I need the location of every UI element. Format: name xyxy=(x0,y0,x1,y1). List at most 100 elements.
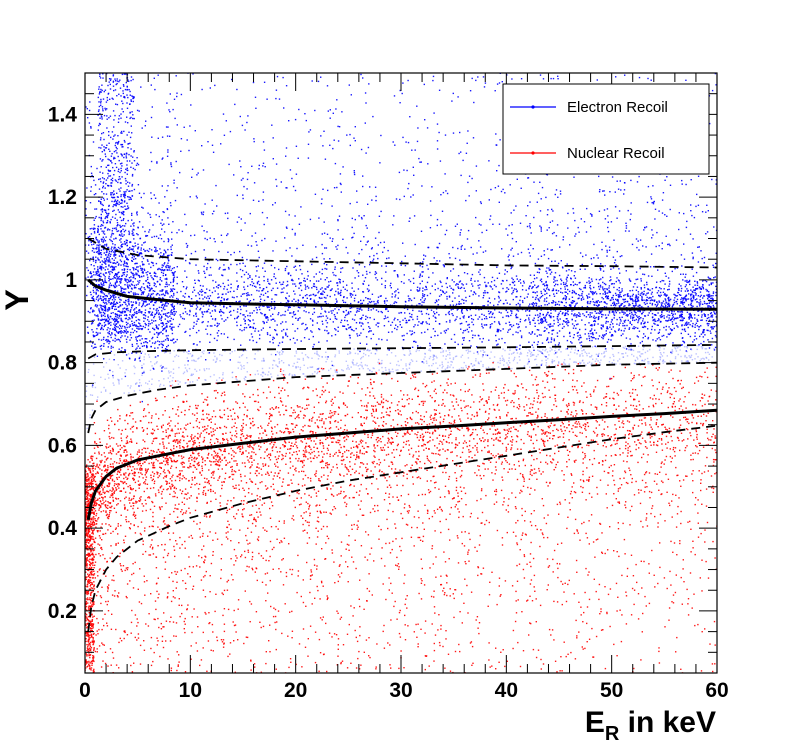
er-point xyxy=(98,273,100,275)
er-point xyxy=(618,328,620,330)
er-point xyxy=(479,273,481,276)
er-point xyxy=(116,141,118,144)
er-point xyxy=(496,329,499,332)
er-point xyxy=(442,291,444,294)
er-point xyxy=(574,306,576,308)
er-point xyxy=(275,354,277,356)
er-point xyxy=(575,316,578,318)
er-point xyxy=(602,298,605,300)
er-point xyxy=(100,249,102,251)
er-point xyxy=(632,317,634,320)
er-point xyxy=(137,226,139,228)
er-point xyxy=(700,319,702,321)
er-point xyxy=(258,256,260,259)
er-point xyxy=(476,346,478,348)
er-point xyxy=(485,316,487,318)
er-point xyxy=(247,273,250,275)
er-point xyxy=(539,312,541,315)
er-point xyxy=(93,310,95,312)
er-point xyxy=(283,287,285,289)
er-point xyxy=(703,329,705,331)
er-point xyxy=(660,304,663,306)
er-point xyxy=(608,287,610,289)
er-point xyxy=(104,209,107,212)
er-point xyxy=(619,322,621,324)
er-point xyxy=(378,322,380,324)
er-point xyxy=(108,265,110,267)
er-point xyxy=(299,294,301,296)
er-point xyxy=(342,280,344,283)
er-point xyxy=(134,329,136,332)
er-point xyxy=(158,267,160,270)
er-point xyxy=(142,302,145,305)
er-point xyxy=(143,341,145,344)
er-point xyxy=(537,319,539,322)
er-point xyxy=(481,341,483,343)
er-point xyxy=(293,311,295,313)
er-point xyxy=(384,315,386,317)
er-point xyxy=(406,332,408,335)
er-point xyxy=(172,338,175,340)
er-point xyxy=(388,349,390,351)
er-point xyxy=(573,300,576,303)
er-point xyxy=(108,307,111,309)
er-point xyxy=(488,339,490,341)
er-point xyxy=(651,275,653,277)
er-point xyxy=(325,288,327,290)
er-point xyxy=(572,300,575,302)
er-point xyxy=(489,327,491,329)
er-point xyxy=(127,307,129,310)
er-point xyxy=(342,286,345,288)
er-point xyxy=(243,185,245,188)
er-point xyxy=(236,288,238,290)
er-point xyxy=(141,328,144,330)
er-point xyxy=(136,274,138,276)
er-point xyxy=(161,367,163,369)
er-point xyxy=(618,287,620,289)
er-point xyxy=(546,248,549,250)
er-point xyxy=(259,300,261,303)
er-point xyxy=(170,246,172,248)
er-point xyxy=(605,306,608,308)
er-point xyxy=(153,284,155,287)
er-point xyxy=(169,320,172,322)
er-point xyxy=(274,267,276,269)
er-point xyxy=(110,284,113,287)
er-point xyxy=(515,241,517,243)
er-point xyxy=(642,273,644,275)
er-point xyxy=(118,348,120,350)
er-point xyxy=(133,313,135,315)
er-point xyxy=(204,237,206,240)
er-point xyxy=(158,294,161,296)
er-point xyxy=(137,274,140,277)
er-point xyxy=(483,276,486,279)
er-point xyxy=(123,301,125,303)
er-point xyxy=(95,304,97,306)
er-point xyxy=(161,228,163,230)
er-point xyxy=(95,251,98,253)
er-point xyxy=(123,260,126,262)
er-point xyxy=(152,336,154,339)
er-point xyxy=(115,314,117,316)
er-point xyxy=(166,269,169,271)
er-point xyxy=(142,325,144,328)
er-point xyxy=(644,335,646,337)
er-point xyxy=(609,323,612,326)
er-point xyxy=(701,316,703,318)
er-point xyxy=(621,303,624,305)
er-point xyxy=(675,317,677,320)
er-point xyxy=(154,283,156,285)
er-point xyxy=(247,314,249,317)
er-point xyxy=(408,279,410,281)
er-point xyxy=(306,278,308,280)
er-point xyxy=(607,321,609,323)
er-point xyxy=(171,326,173,328)
er-point xyxy=(172,273,175,275)
er-point xyxy=(665,235,667,237)
er-point xyxy=(142,303,144,305)
er-point xyxy=(635,318,638,321)
er-point xyxy=(402,319,404,321)
er-point xyxy=(97,257,99,259)
er-point xyxy=(209,266,212,269)
er-point xyxy=(704,315,706,317)
